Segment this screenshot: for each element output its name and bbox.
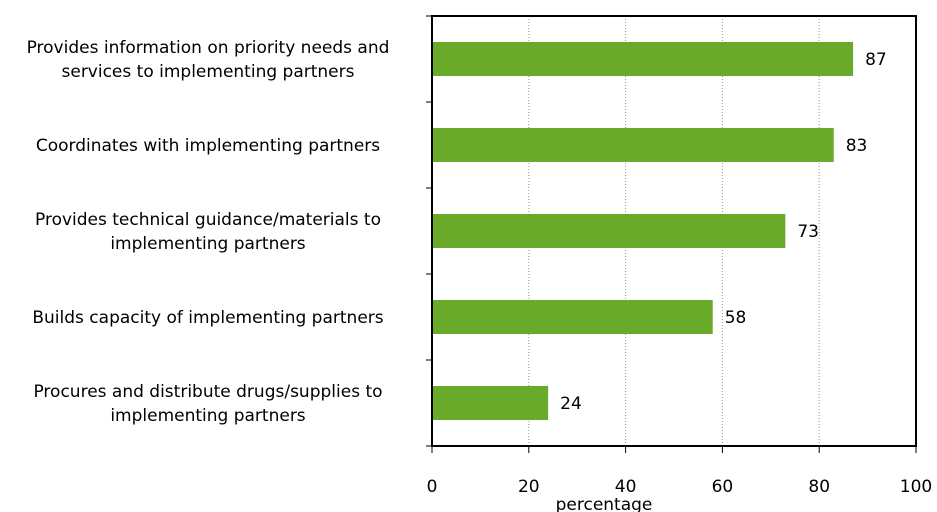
category-labels: Provides information on priority needs a… [27, 38, 390, 426]
x-tick-label: 40 [615, 477, 637, 497]
data-label: 73 [797, 222, 819, 242]
category-label: Builds capacity of implementing partners [32, 308, 383, 328]
y-axis-ticks [426, 15, 432, 447]
x-axis-title: percentage [556, 495, 653, 512]
category-label-line: Procures and distribute drugs/supplies t… [33, 382, 382, 402]
data-label: 87 [865, 50, 887, 70]
data-label: 83 [846, 136, 868, 156]
category-label-line: Coordinates with implementing partners [36, 136, 380, 156]
category-label: Coordinates with implementing partners [36, 136, 380, 156]
bar [432, 42, 854, 76]
x-tick-label: 60 [712, 477, 734, 497]
data-label: 58 [725, 308, 747, 328]
category-label: Provides technical guidance/materials to… [35, 210, 381, 254]
category-label-line: services to implementing partners [62, 62, 355, 82]
category-label-line: Provides technical guidance/materials to [35, 210, 381, 230]
bars [432, 42, 854, 420]
category-label-line: implementing partners [110, 406, 305, 426]
bar [432, 386, 549, 420]
data-label: 24 [560, 394, 582, 414]
bar [432, 128, 834, 162]
bar [432, 214, 786, 248]
x-tick-label: 80 [808, 477, 830, 497]
plot-frame [431, 15, 917, 447]
category-label-line: Builds capacity of implementing partners [32, 308, 383, 328]
x-axis-ticks: 0 20 40 60 80 100 [427, 446, 932, 497]
x-tick-label: 0 [427, 477, 438, 497]
category-label-line: Provides information on priority needs a… [27, 38, 390, 58]
category-label-line: implementing partners [110, 234, 305, 254]
x-tick-label: 100 [900, 477, 932, 497]
value-labels: 87 83 73 58 24 [560, 50, 887, 414]
bar [432, 300, 713, 334]
x-tick-label: 20 [518, 477, 540, 497]
category-label: Provides information on priority needs a… [27, 38, 390, 82]
category-label: Procures and distribute drugs/supplies t… [33, 382, 382, 426]
